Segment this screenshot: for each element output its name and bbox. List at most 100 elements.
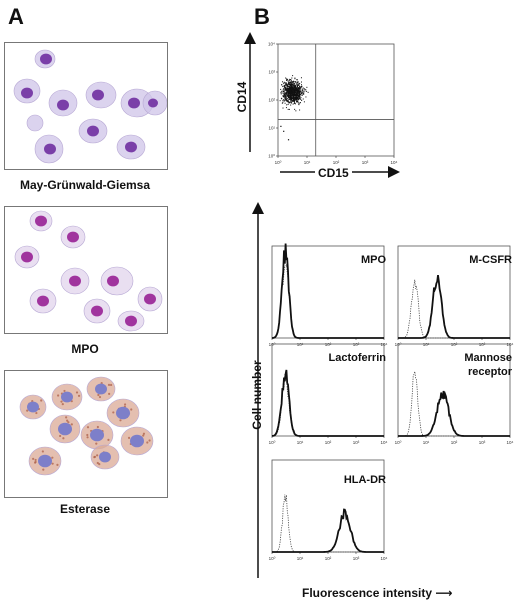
granule xyxy=(96,454,99,457)
event-dot xyxy=(288,89,290,91)
event-dot xyxy=(282,100,284,102)
granule xyxy=(26,409,29,412)
granule xyxy=(142,434,145,437)
event-dot xyxy=(290,79,292,81)
event-dot xyxy=(287,99,289,101)
x-tick-label: 10⁴ xyxy=(507,440,514,445)
event-dot xyxy=(297,80,299,82)
event-dot xyxy=(294,87,296,89)
event-dot xyxy=(298,94,300,96)
event-dot xyxy=(292,100,294,102)
cell-nucleus xyxy=(107,275,119,287)
event-dot xyxy=(284,99,286,101)
event-dot xyxy=(280,97,282,99)
event-dot xyxy=(290,82,292,84)
event-dot xyxy=(283,93,285,95)
event-dot xyxy=(280,125,282,127)
granule xyxy=(86,433,89,437)
event-dot xyxy=(286,98,288,100)
event-dot xyxy=(294,101,296,103)
event-dot xyxy=(294,94,296,96)
cell-nucleus xyxy=(130,434,144,448)
event-dot xyxy=(297,90,299,92)
scatter-plot: 10⁰ 10¹ 10² 10³ 10⁴ 10⁰ 10¹ 10² 10³ 10⁴ xyxy=(244,32,400,178)
granule xyxy=(130,408,133,411)
event-dot xyxy=(281,102,283,104)
event-dot xyxy=(292,93,294,95)
event-dot xyxy=(298,96,300,98)
event-dot xyxy=(295,97,297,99)
event-dot xyxy=(291,98,293,100)
event-dot xyxy=(300,98,302,100)
event-dot xyxy=(297,95,299,97)
event-dot xyxy=(294,102,296,104)
event-dot xyxy=(283,84,285,86)
event-dot xyxy=(286,84,288,86)
event-dot xyxy=(294,84,296,86)
event-dot xyxy=(287,101,289,103)
event-dot xyxy=(285,77,287,79)
event-dot xyxy=(289,89,291,91)
event-dot xyxy=(303,101,305,103)
hist-label-hladr: HLA-DR xyxy=(343,474,386,486)
event-dot xyxy=(300,97,302,99)
event-dot xyxy=(293,82,295,84)
event-dot xyxy=(292,88,294,90)
histogram-panels: 10⁰ 10¹ 10² 10³ 10⁴ 10⁰ 10¹ 10² 10³ 10⁴ 10⁰ 10¹ 10² 1… xyxy=(269,243,514,561)
scatter-points xyxy=(279,75,309,141)
event-dot xyxy=(294,103,296,105)
event-dot xyxy=(291,82,293,84)
granule xyxy=(93,455,97,458)
hist-x-arrow-icon: ⟶ xyxy=(432,586,453,600)
event-dot xyxy=(296,86,298,88)
event-dot xyxy=(290,89,292,91)
scatter-y-label: CD14 xyxy=(235,81,249,113)
event-dot xyxy=(282,102,284,104)
event-dot xyxy=(283,89,285,91)
event-dot xyxy=(294,86,296,88)
hist-y-label: Cell number xyxy=(250,360,264,430)
event-dot xyxy=(291,90,293,92)
event-dot xyxy=(293,93,295,95)
event-dot xyxy=(290,98,292,100)
event-dot xyxy=(296,83,298,85)
scatter-x-ticks: 10⁰ 10¹ 10² 10³ 10⁴ xyxy=(275,156,398,165)
event-dot xyxy=(286,104,288,106)
scatter-x-label: CD15 xyxy=(315,166,352,180)
event-dot xyxy=(290,104,292,106)
granule xyxy=(75,391,79,394)
x-tick-label: 10³ xyxy=(362,160,369,165)
x-tick-label: 10³ xyxy=(479,342,486,347)
event-dot xyxy=(286,94,288,96)
cell-nucleus xyxy=(67,231,79,243)
event-dot xyxy=(282,92,284,94)
event-dot xyxy=(287,82,289,84)
event-dot xyxy=(284,98,286,100)
event-dot xyxy=(291,100,293,102)
event-dot xyxy=(291,81,293,83)
granule xyxy=(63,389,66,393)
event-dot xyxy=(306,86,308,88)
event-dot xyxy=(288,78,290,80)
cell-nucleus xyxy=(21,251,33,263)
event-dot xyxy=(288,102,290,104)
event-dot xyxy=(288,84,290,86)
quadrant-gate xyxy=(278,44,394,156)
event-dot xyxy=(288,87,290,89)
cell-nucleus xyxy=(95,383,107,395)
x-tick-label: 10² xyxy=(451,440,458,445)
event-dot xyxy=(290,88,292,90)
event-dot xyxy=(285,96,287,98)
micrograph-esterase xyxy=(4,370,168,498)
event-dot xyxy=(296,93,298,95)
granule xyxy=(123,403,127,406)
event-dot xyxy=(284,102,286,104)
event-dot xyxy=(290,99,292,101)
event-dot xyxy=(300,81,302,83)
event-dot xyxy=(280,91,282,93)
panel-letter-b: B xyxy=(254,4,270,29)
x-tick-label: 10¹ xyxy=(297,342,304,347)
event-dot xyxy=(293,103,295,105)
cell-nucleus xyxy=(87,125,99,137)
event-dot xyxy=(290,101,292,103)
